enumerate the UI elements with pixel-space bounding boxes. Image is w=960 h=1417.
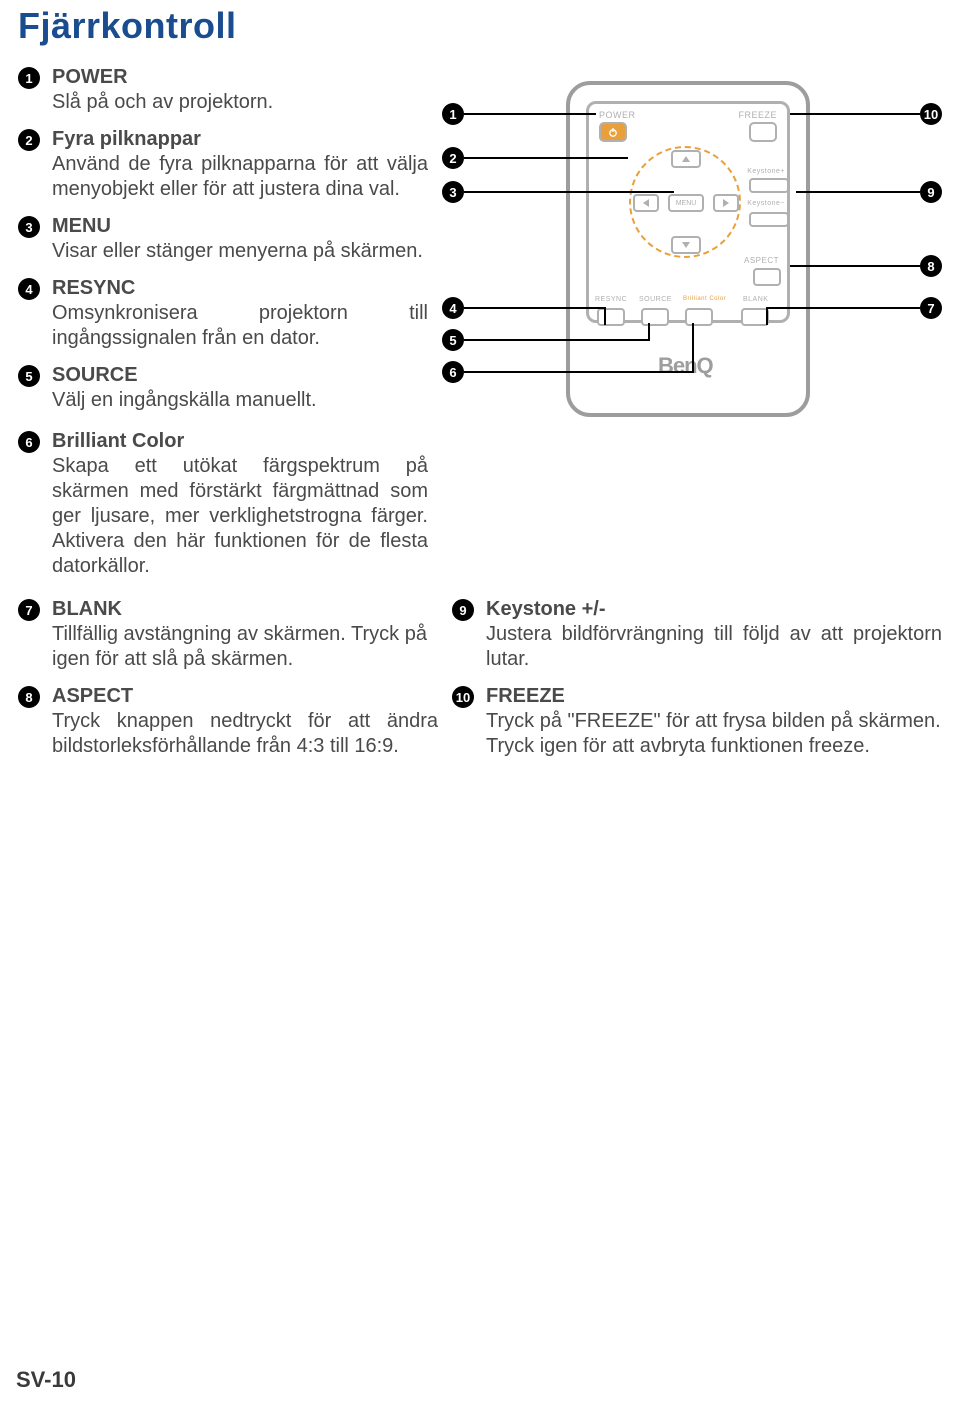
item-desc: Tryck knappen nedtryckt för att ändra bi… <box>52 709 438 759</box>
item-desc: Justera bildförvrängning till följd av a… <box>486 622 942 672</box>
left-arrow-icon <box>633 194 659 212</box>
item-desc: Slå på och av projektorn. <box>52 90 428 115</box>
brand-logo: BenQ <box>658 353 713 379</box>
bullet-4: 4 <box>18 278 40 300</box>
bullet-3: 3 <box>18 216 40 238</box>
lead-line <box>790 113 920 115</box>
item-desc: Visar eller stänger menyerna på skärmen. <box>52 239 428 264</box>
callout-3: 3 <box>442 181 464 203</box>
power-button-icon <box>599 122 627 142</box>
item-title: FREEZE <box>486 684 942 709</box>
item-desc: Tryck på "FREEZE" för att frysa bilden p… <box>486 709 942 759</box>
lead-line <box>790 265 920 267</box>
lead-line <box>796 191 920 193</box>
left-column: 1 POWER Slå på och av projektorn. 2 Fyra… <box>18 65 428 591</box>
callout-4: 4 <box>442 297 464 319</box>
item-title: RESYNC <box>52 276 428 301</box>
item-desc: Omsynkronisera projektorn till ingångssi… <box>52 301 428 351</box>
callout-1: 1 <box>442 103 464 125</box>
item-desc: Använd de fyra pilknapparna för att välj… <box>52 152 428 202</box>
callout-8: 8 <box>920 255 942 277</box>
bullet-1: 1 <box>18 67 40 89</box>
label-blank: BLANK <box>743 296 768 303</box>
source-button-icon <box>641 308 669 326</box>
bullet-10: 10 <box>452 686 474 708</box>
lead-line <box>464 371 692 373</box>
down-arrow-icon <box>671 236 701 254</box>
item-desc: Tillfällig avstängning av skärmen. Tryck… <box>52 622 438 672</box>
label-brilliant: Brilliant Color <box>683 296 726 302</box>
list-item: 1 POWER Slå på och av projektorn. <box>18 65 428 115</box>
keystone-minus-button <box>749 212 789 227</box>
item-title: ASPECT <box>52 684 438 709</box>
label-keystone-minus: Keystone− <box>747 200 785 207</box>
right-arrow-icon <box>713 194 739 212</box>
lead-line <box>464 157 628 159</box>
list-item: 7 BLANK Tillfällig avstängning av skärme… <box>18 597 438 672</box>
lead-line <box>692 323 694 373</box>
bullet-9: 9 <box>452 599 474 621</box>
list-item: 4 RESYNC Omsynkronisera projektorn till … <box>18 276 428 351</box>
list-item: 5 SOURCE Välj en ingångskälla manuellt. <box>18 363 428 413</box>
content-row: 1 POWER Slå på och av projektorn. 2 Fyra… <box>18 65 942 591</box>
item-title: Keystone +/- <box>486 597 942 622</box>
label-source: SOURCE <box>639 296 672 303</box>
item-title: BLANK <box>52 597 438 622</box>
list-item: 8 ASPECT Tryck knappen nedtryckt för att… <box>18 684 438 759</box>
lead-line <box>464 113 596 115</box>
lead-line <box>766 307 768 325</box>
remote-inner: POWER FREEZE MENU <box>586 101 790 323</box>
label-resync: RESYNC <box>595 296 627 303</box>
bottom-row: 7 BLANK Tillfällig avstängning av skärme… <box>18 597 942 771</box>
bullet-7: 7 <box>18 599 40 621</box>
bullet-2: 2 <box>18 129 40 151</box>
list-item: 6 Brilliant Color Skapa ett utökat färgs… <box>18 429 428 579</box>
callout-5: 5 <box>442 329 464 351</box>
keystone-plus-button <box>749 178 789 193</box>
item-title: Brilliant Color <box>52 429 428 454</box>
page-title: Fjärrkontroll <box>18 5 942 47</box>
item-title: Fyra pilknappar <box>52 127 428 152</box>
label-aspect: ASPECT <box>744 256 779 265</box>
bullet-6: 6 <box>18 431 40 453</box>
list-item: 2 Fyra pilknappar Använd de fyra pilknap… <box>18 127 428 202</box>
menu-button-icon: MENU <box>668 194 704 212</box>
bullet-5: 5 <box>18 365 40 387</box>
label-keystone-plus: Keystone+ <box>747 168 785 175</box>
remote-outline: POWER FREEZE MENU <box>566 81 810 417</box>
lead-line <box>464 191 674 193</box>
list-item: 10 FREEZE Tryck på "FREEZE" för att frys… <box>452 684 942 759</box>
blank-button-icon <box>741 308 769 326</box>
list-item: 9 Keystone +/- Justera bildförvrängning … <box>452 597 942 672</box>
brilliant-button-icon <box>685 308 713 326</box>
label-freeze: FREEZE <box>738 110 777 120</box>
freeze-button-icon <box>749 122 777 142</box>
up-arrow-icon <box>671 150 701 168</box>
lead-line <box>464 339 650 341</box>
bottom-left-column: 7 BLANK Tillfällig avstängning av skärme… <box>18 597 438 771</box>
callout-7: 7 <box>920 297 942 319</box>
aspect-button-icon <box>753 268 781 286</box>
callout-9: 9 <box>920 181 942 203</box>
list-item: 3 MENU Visar eller stänger menyerna på s… <box>18 214 428 264</box>
label-power: POWER <box>599 110 636 120</box>
item-title: MENU <box>52 214 428 239</box>
callout-10: 10 <box>920 103 942 125</box>
remote-diagram: POWER FREEZE MENU <box>442 65 942 445</box>
right-column: POWER FREEZE MENU <box>442 65 942 591</box>
lead-line <box>604 307 606 325</box>
bullet-8: 8 <box>18 686 40 708</box>
callout-6: 6 <box>442 361 464 383</box>
item-desc: Skapa ett utökat färgspektrum på skärmen… <box>52 454 428 579</box>
resync-button-icon <box>597 308 625 326</box>
item-desc: Välj en ingångskälla manuellt. <box>52 388 428 413</box>
callout-2: 2 <box>442 147 464 169</box>
item-title: POWER <box>52 65 428 90</box>
lead-line <box>768 307 920 309</box>
lead-line <box>648 323 650 341</box>
bottom-right-column: 9 Keystone +/- Justera bildförvrängning … <box>452 597 942 771</box>
page-number: SV-10 <box>16 1367 76 1393</box>
lead-line <box>464 307 604 309</box>
item-title: SOURCE <box>52 363 428 388</box>
